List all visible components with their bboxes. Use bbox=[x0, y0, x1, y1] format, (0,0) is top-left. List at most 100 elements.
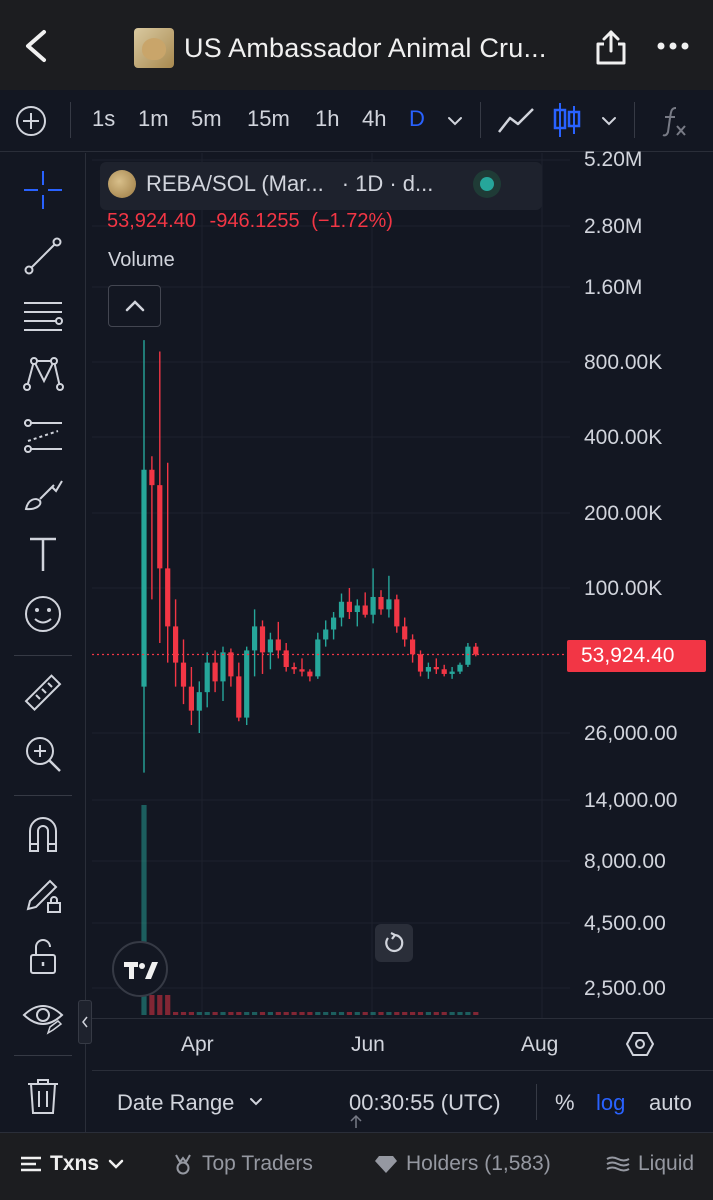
volume-bar bbox=[433, 1012, 439, 1015]
token-title[interactable]: US Ambassador Animal Cru... bbox=[134, 28, 547, 68]
time-axis-label: Jun bbox=[351, 1033, 385, 1056]
toolbar-divider bbox=[70, 102, 71, 138]
chevron-down-icon[interactable] bbox=[248, 1096, 264, 1108]
candle-body bbox=[291, 667, 297, 670]
interval-15m[interactable]: 15m bbox=[247, 106, 290, 131]
legend-background bbox=[100, 162, 542, 210]
add-icon[interactable] bbox=[14, 104, 48, 138]
percent-scale-button[interactable]: % bbox=[555, 1090, 575, 1115]
volume-bar bbox=[378, 1012, 384, 1015]
price-axis-label: 400.00K bbox=[584, 426, 663, 449]
eye-visibility-icon[interactable] bbox=[22, 995, 64, 1037]
interval-1h[interactable]: 1h bbox=[315, 106, 340, 131]
tab-liquidity[interactable]: Liquid bbox=[606, 1152, 694, 1176]
volume-bar bbox=[370, 1012, 376, 1015]
interval-d[interactable]: D bbox=[409, 106, 425, 131]
unlock-icon[interactable] bbox=[22, 935, 64, 977]
trash-icon[interactable] bbox=[22, 1075, 64, 1117]
candle-body bbox=[449, 671, 455, 674]
price-axis-label: 1.60M bbox=[584, 276, 643, 299]
candle-body bbox=[346, 601, 352, 613]
tab-txns-label: Txns bbox=[50, 1152, 100, 1175]
medal-icon bbox=[175, 1154, 191, 1175]
chevron-down-icon bbox=[108, 1159, 124, 1169]
log-scale-button[interactable]: log bbox=[596, 1090, 626, 1115]
volume-bar bbox=[417, 1012, 424, 1015]
forecast-icon[interactable] bbox=[22, 415, 64, 457]
price-axis-label: 14,000.00 bbox=[584, 789, 678, 812]
tab-top-traders[interactable]: Top Traders bbox=[172, 1152, 313, 1176]
symbol-interval-info: · 1D · d... bbox=[341, 171, 434, 196]
list-icon bbox=[21, 1156, 41, 1172]
volume-bar bbox=[267, 1012, 273, 1015]
chevron-down-icon[interactable] bbox=[446, 114, 464, 128]
candle-body bbox=[394, 599, 400, 627]
interval-5m[interactable]: 5m bbox=[191, 106, 222, 131]
collapse-legend-button[interactable] bbox=[108, 285, 161, 327]
bottom-tabs bbox=[0, 1132, 713, 1200]
price-axis-label: 2,500.00 bbox=[584, 977, 666, 1000]
volume-bar bbox=[354, 1012, 360, 1015]
text-tool-icon[interactable] bbox=[22, 533, 64, 575]
back-arrow-icon[interactable] bbox=[18, 26, 54, 66]
pattern-icon[interactable] bbox=[22, 353, 64, 395]
volume-label: Volume bbox=[108, 249, 175, 271]
toolbar-divider bbox=[14, 795, 72, 796]
crosshair-icon[interactable] bbox=[22, 169, 64, 211]
tradingview-logo[interactable] bbox=[112, 941, 168, 997]
candle-body bbox=[433, 667, 439, 670]
brush-icon[interactable] bbox=[22, 473, 64, 515]
tab-holders[interactable]: Holders (1,583) bbox=[374, 1152, 551, 1176]
candle-body bbox=[425, 667, 431, 672]
candlestick-icon[interactable] bbox=[552, 100, 582, 140]
price-axis-label: 800.00K bbox=[584, 351, 663, 374]
candle-body bbox=[157, 485, 163, 569]
candle-body bbox=[204, 662, 210, 693]
candle-body bbox=[196, 692, 202, 711]
volume-bar bbox=[259, 1012, 266, 1015]
time-axis[interactable] bbox=[92, 1018, 713, 1068]
volume-bar bbox=[204, 1012, 210, 1015]
reset-icon bbox=[385, 932, 404, 953]
candle-body bbox=[457, 664, 463, 672]
tab-holders-label: Holders (1,583) bbox=[406, 1152, 551, 1175]
lock-drawings-pencil-icon[interactable] bbox=[22, 873, 64, 915]
date-range-button[interactable]: Date Range bbox=[117, 1090, 235, 1115]
horizontal-lines-icon[interactable] bbox=[22, 295, 64, 337]
chevron-up-icon bbox=[125, 300, 145, 312]
candle-body bbox=[165, 568, 171, 627]
chart-bottom-bar bbox=[92, 1070, 713, 1132]
settings-hexagon-icon[interactable] bbox=[626, 1030, 654, 1058]
interval-1s[interactable]: 1s bbox=[92, 106, 116, 131]
share-icon[interactable] bbox=[594, 27, 628, 67]
volume-bar bbox=[180, 1012, 187, 1015]
more-options-icon[interactable] bbox=[656, 36, 690, 56]
ruler-icon[interactable] bbox=[22, 673, 64, 715]
magnet-icon[interactable] bbox=[22, 813, 64, 855]
candle-body bbox=[252, 626, 258, 651]
volume-bar bbox=[157, 995, 163, 1015]
emoji-icon[interactable] bbox=[22, 593, 64, 635]
candle-body bbox=[307, 671, 313, 677]
time-axis-label: Aug bbox=[521, 1033, 559, 1056]
candle-body bbox=[180, 662, 187, 687]
volume-bar bbox=[291, 1012, 297, 1015]
interval-4h[interactable]: 4h bbox=[362, 106, 387, 131]
candle-body bbox=[378, 596, 384, 610]
tab-txns[interactable]: Txns bbox=[20, 1152, 125, 1176]
interval-1m[interactable]: 1m bbox=[138, 106, 169, 131]
price-axis-label: 100.00K bbox=[584, 577, 663, 600]
trend-line-icon[interactable] bbox=[22, 235, 64, 277]
chevron-down-icon[interactable] bbox=[600, 114, 618, 128]
price-chart[interactable] bbox=[92, 153, 713, 1063]
volume-bar bbox=[141, 805, 147, 1015]
indicators-fx-icon[interactable] bbox=[660, 104, 688, 138]
volume-bar bbox=[315, 1012, 321, 1015]
reset-chart-button[interactable] bbox=[375, 924, 413, 962]
zoom-in-icon[interactable] bbox=[22, 733, 64, 775]
auto-scale-button[interactable]: auto bbox=[649, 1090, 692, 1115]
line-chart-icon[interactable] bbox=[496, 104, 536, 138]
volume-bar bbox=[236, 1012, 242, 1015]
chart-legend[interactable]: REBA/SOL (Mar... · 1D · d... bbox=[108, 170, 502, 198]
toolbar-collapse-handle[interactable] bbox=[78, 1000, 92, 1044]
